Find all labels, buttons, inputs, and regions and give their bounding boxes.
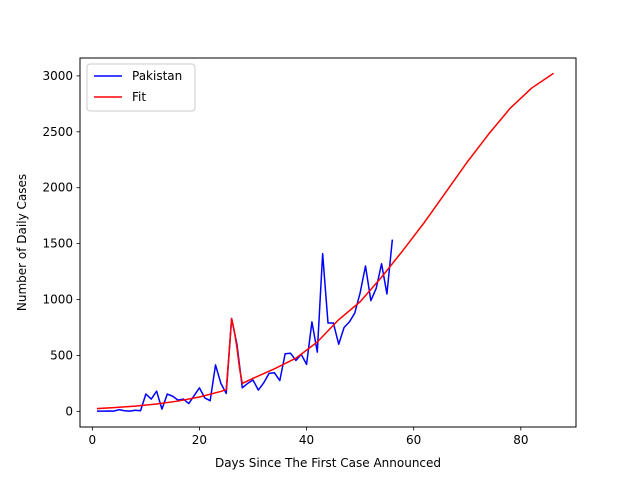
x-tick-label: 80 — [513, 433, 528, 447]
y-tick-label: 1000 — [42, 293, 73, 307]
y-tick-label: 2500 — [42, 125, 73, 139]
x-axis-ticks: 0 20 40 60 80 — [88, 427, 528, 447]
legend-label-fit: Fit — [132, 90, 146, 104]
y-tick-label: 500 — [50, 348, 73, 362]
y-tick-label: 1500 — [42, 237, 73, 251]
y-tick-label: 3000 — [42, 69, 73, 83]
legend-label-pakistan: Pakistan — [132, 69, 182, 83]
series-line-pakistan — [96, 239, 394, 412]
x-tick-label: 0 — [88, 433, 96, 447]
y-axis-ticks: 0 500 1000 1500 2000 2500 3000 — [42, 69, 80, 418]
plot-area-frame — [79, 57, 577, 428]
series-line-fit — [96, 72, 555, 410]
x-axis-label: Days Since The First Case Announced — [215, 456, 441, 470]
x-tick-label: 60 — [406, 433, 421, 447]
legend: Pakistan Fit — [86, 63, 196, 112]
x-tick-label: 40 — [299, 433, 314, 447]
y-axis-label: Number of Daily Cases — [15, 174, 29, 311]
series-lines — [96, 72, 555, 412]
y-tick-label: 0 — [65, 404, 73, 418]
x-tick-label: 20 — [192, 433, 207, 447]
y-tick-label: 2000 — [42, 181, 73, 195]
